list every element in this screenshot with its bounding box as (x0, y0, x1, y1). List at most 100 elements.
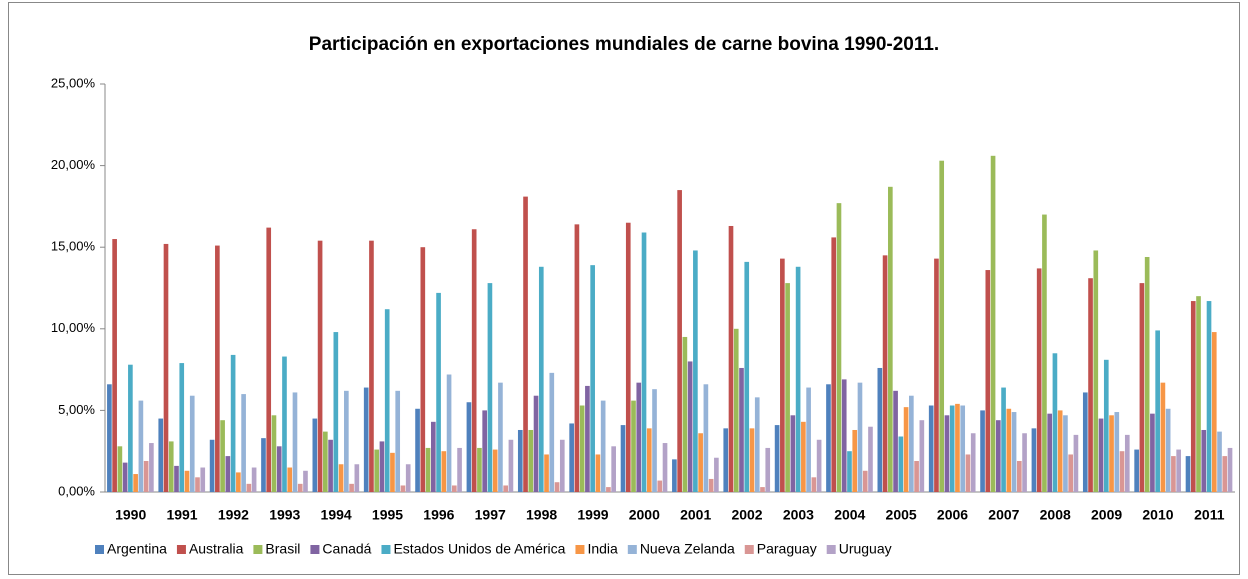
legend-label: Uruguay (839, 541, 892, 557)
bar (980, 410, 985, 492)
bar (611, 446, 616, 492)
bar (1047, 413, 1053, 492)
legend-label: Brasil (265, 541, 300, 557)
bar (847, 451, 852, 492)
bar (831, 237, 837, 492)
bar (251, 467, 257, 492)
bar (579, 405, 585, 492)
bar (801, 421, 806, 492)
x-tick-label: 1998 (526, 507, 557, 523)
bar (441, 451, 447, 492)
bar (312, 418, 318, 492)
y-tick-label: 20,00% (51, 157, 96, 172)
bar (200, 467, 206, 492)
bar (230, 354, 236, 492)
legend-label: Argentina (107, 541, 167, 557)
bar (1109, 415, 1114, 492)
bar (405, 464, 411, 492)
bar (841, 379, 847, 492)
bar (569, 423, 574, 492)
y-tick-label: 0,00% (58, 483, 95, 498)
bar (795, 266, 801, 492)
bar (955, 403, 960, 492)
bar (1144, 256, 1150, 492)
x-tick-label: 2005 (886, 507, 917, 523)
bar (128, 364, 133, 492)
x-tick-label: 1993 (269, 507, 300, 523)
bar (1082, 392, 1088, 492)
bar (1124, 434, 1130, 492)
bar (1114, 412, 1120, 492)
bar (430, 421, 436, 492)
bar (471, 229, 477, 493)
bar (477, 447, 482, 492)
bar (1134, 449, 1139, 492)
bar (1190, 301, 1196, 492)
legend-label: Canadá (322, 541, 371, 557)
bar (970, 433, 976, 492)
legend-label: Nueva Zelanda (640, 541, 735, 557)
bar (122, 462, 128, 492)
bar (1006, 408, 1012, 492)
x-tick-label: 1990 (115, 507, 146, 523)
bar (882, 255, 888, 492)
legend-swatch (95, 545, 104, 554)
bar (328, 439, 333, 492)
x-tick-label: 1991 (166, 507, 197, 523)
legend-swatch (575, 545, 585, 554)
bar (1098, 418, 1104, 492)
bar (276, 446, 282, 492)
bar (985, 270, 991, 492)
bar (184, 470, 190, 492)
bar (1171, 456, 1176, 492)
bar (708, 478, 714, 492)
bar (1011, 412, 1017, 492)
x-tick-label: 2001 (680, 507, 711, 523)
bar (703, 384, 709, 492)
bar (538, 266, 544, 492)
bar (517, 429, 523, 492)
bar (457, 447, 462, 492)
bar (1119, 451, 1125, 492)
legend-swatch (381, 545, 391, 554)
x-tick-label: 2003 (783, 507, 814, 523)
bar (533, 395, 539, 492)
bar (754, 397, 760, 492)
x-tick-label: 2008 (1040, 507, 1071, 523)
bar (420, 247, 426, 492)
bar (816, 439, 822, 492)
bar (271, 415, 277, 492)
bar (852, 429, 858, 492)
x-tick-label: 1997 (475, 507, 506, 523)
bar (149, 443, 154, 492)
bar (344, 390, 349, 492)
bar (1042, 214, 1047, 492)
bar (1016, 460, 1022, 492)
bar (903, 407, 909, 492)
bar (215, 245, 220, 492)
x-tick-label: 2009 (1091, 507, 1122, 523)
bar (1093, 250, 1099, 492)
chart-title: Participación en exportaciones mundiales… (309, 34, 939, 55)
bar (261, 438, 266, 492)
bar (585, 385, 590, 492)
legend-swatch (627, 545, 637, 554)
legend-swatch (253, 545, 263, 554)
bar (687, 361, 693, 492)
bar (168, 441, 174, 492)
bar (1165, 408, 1171, 492)
legend-swatch (310, 545, 320, 554)
bar (390, 452, 395, 492)
bar (236, 472, 241, 492)
bar (631, 400, 636, 492)
bar (503, 485, 509, 492)
bar (1217, 431, 1222, 492)
bar (857, 382, 863, 492)
bar (1022, 433, 1027, 492)
bar (189, 395, 195, 492)
bar (723, 428, 729, 492)
bar (1222, 456, 1228, 492)
bar (990, 155, 996, 493)
bar (1211, 332, 1217, 492)
bar (436, 292, 441, 492)
